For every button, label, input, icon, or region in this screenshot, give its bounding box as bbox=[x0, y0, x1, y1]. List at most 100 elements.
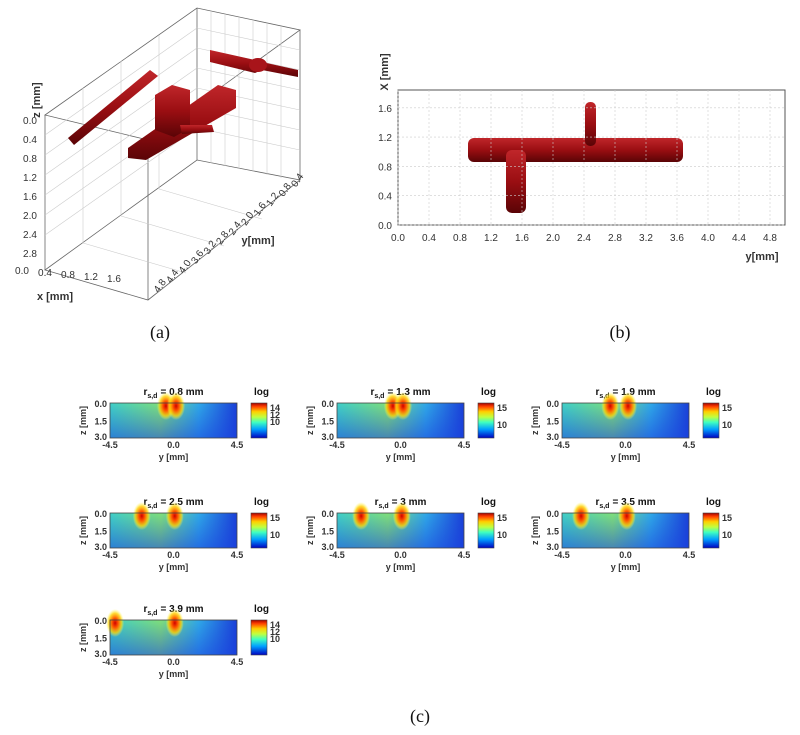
heatmap-title: rs,d = 3 mm bbox=[375, 497, 427, 510]
colorbar bbox=[250, 619, 268, 656]
vertical-axis-label: X [mm] bbox=[379, 53, 391, 91]
heatmap-panel: rs,d = 3.5 mm 0.0 1.5 3.0 z [mm] -4.5 0.0 4.5 y [… bbox=[530, 497, 732, 572]
y-axis-label: y[mm] bbox=[241, 235, 274, 247]
y-tick-label: 0.0 bbox=[167, 440, 180, 450]
z-tick-label: 0.8 bbox=[23, 154, 37, 165]
heatmap-frame bbox=[336, 512, 465, 549]
colorbar-tick-label: 14 bbox=[270, 403, 280, 413]
caption-c: (c) bbox=[410, 706, 430, 727]
heatmap-hotspot bbox=[619, 392, 638, 420]
title-symbol: r bbox=[143, 387, 147, 398]
z-tick-label: 3.0 bbox=[321, 432, 334, 442]
z-tick-label: 0.0 bbox=[23, 116, 37, 127]
z-axis-label: z [mm] bbox=[78, 623, 88, 652]
z-tick-label: 0.0 bbox=[94, 399, 107, 409]
heatmap-hotspot bbox=[165, 609, 184, 637]
z-tick-label: 2.4 bbox=[23, 230, 37, 241]
y-axis-label: y [mm] bbox=[386, 562, 416, 572]
heatmap-frame bbox=[561, 402, 690, 439]
title-symbol: r bbox=[143, 604, 147, 615]
heatmap-panel: rs,d = 2.5 mm 0.0 1.5 3.0 z [mm] -4.5 0.0 4.5 y [… bbox=[78, 497, 280, 572]
title-subscript: s,d bbox=[147, 393, 157, 400]
z-tick-label: 1.5 bbox=[546, 527, 559, 537]
heatmap-title: rs,d = 0.8 mm bbox=[143, 387, 203, 400]
y-tick-label: 0.0 bbox=[394, 550, 407, 560]
z-axis-label: z [mm] bbox=[305, 516, 315, 545]
horizontal-tick-label: 2.0 bbox=[546, 233, 560, 244]
heatmap-hotspot bbox=[352, 502, 371, 530]
z-tick-label: 1.5 bbox=[321, 527, 334, 537]
title-text: = 1.3 mm bbox=[387, 387, 430, 398]
x-tick-label: 0.8 bbox=[61, 270, 75, 281]
horizontal-tick-label: 3.2 bbox=[639, 233, 653, 244]
x-tick-label: 1.2 bbox=[84, 272, 98, 283]
heatmap-hotspot bbox=[392, 502, 411, 530]
title-symbol: r bbox=[370, 387, 374, 398]
heatmap-hotspot bbox=[167, 392, 186, 420]
z-tick-label: 0.0 bbox=[94, 616, 107, 626]
title-symbol: r bbox=[595, 387, 599, 398]
y-tick-label: 4.5 bbox=[231, 440, 244, 450]
title-text: = 3.5 mm bbox=[612, 497, 655, 508]
heatmap-hotspot bbox=[132, 502, 151, 530]
colorbar-tick-label: 15 bbox=[497, 513, 507, 523]
x-tick-label: 0.4 bbox=[38, 268, 52, 279]
colorbar-tick-label: 10 bbox=[497, 420, 507, 430]
y-tick-label: -4.5 bbox=[554, 440, 570, 450]
colorbar-tick-label: 10 bbox=[270, 530, 280, 540]
colorbar-tick-label: 10 bbox=[722, 420, 732, 430]
z-tick-label: 0.0 bbox=[321, 399, 334, 409]
heatmap-hotspot bbox=[165, 502, 184, 530]
y-axis-label: y [mm] bbox=[159, 669, 189, 679]
horizontal-axis-label: y[mm] bbox=[745, 251, 778, 263]
y-axis-label: y [mm] bbox=[159, 452, 189, 462]
z-tick-label: 3.0 bbox=[94, 542, 107, 552]
horizontal-tick-label: 4.8 bbox=[763, 233, 777, 244]
z-tick-label: 0.0 bbox=[546, 509, 559, 519]
y-tick-label: -4.5 bbox=[102, 657, 118, 667]
heatmap-title: rs,d = 1.3 mm bbox=[370, 387, 430, 400]
panel-b-plot bbox=[397, 89, 786, 226]
z-tick-label: 3.0 bbox=[321, 542, 334, 552]
colorbar-tick-label: 12 bbox=[270, 627, 280, 637]
z-tick-label: 1.5 bbox=[94, 417, 107, 427]
colorbar-label: log bbox=[254, 497, 269, 508]
colorbar bbox=[250, 512, 268, 549]
horizontal-tick-label: 0.4 bbox=[422, 233, 436, 244]
x-axis-label: x [mm] bbox=[37, 291, 73, 303]
y-tick-label: 4.5 bbox=[231, 657, 244, 667]
colorbar-tick-label: 15 bbox=[497, 403, 507, 413]
vertical-tick-label: 0.0 bbox=[378, 221, 392, 232]
z-tick-label: 1.6 bbox=[23, 192, 37, 203]
z-tick-label: 0.0 bbox=[94, 509, 107, 519]
z-tick-label: 0.0 bbox=[546, 399, 559, 409]
horizontal-tick-label: 3.6 bbox=[670, 233, 684, 244]
y-tick-label: 0.0 bbox=[619, 550, 632, 560]
z-tick-label: 1.2 bbox=[23, 173, 37, 184]
z-tick-label: 2.8 bbox=[23, 249, 37, 260]
x-tick-label: 1.6 bbox=[107, 274, 121, 285]
title-symbol: r bbox=[143, 497, 147, 508]
heatmap-panel: rs,d= 1.9 mm0.01.53.0z [mm]-4.50.04.5y [… bbox=[530, 387, 732, 462]
colorbar-tick-label: 15 bbox=[722, 403, 732, 413]
vertical-tick-label: 1.6 bbox=[378, 104, 392, 115]
z-axis-label: z [mm] bbox=[31, 82, 43, 118]
title-text: = 1.9 mm bbox=[612, 387, 655, 398]
colorbar bbox=[702, 512, 720, 549]
horizontal-tick-label: 4.0 bbox=[701, 233, 715, 244]
vertical-tick-label: 1.2 bbox=[378, 133, 392, 144]
title-text: = 3 mm bbox=[392, 497, 427, 508]
z-tick-label: 1.5 bbox=[546, 417, 559, 427]
caption-a: (a) bbox=[150, 322, 170, 343]
z-tick-label: 1.5 bbox=[321, 417, 334, 427]
y-tick-label: 4.5 bbox=[683, 550, 696, 560]
heatmap-frame bbox=[109, 512, 238, 549]
heatmap-panel: rs,d = 3 mm 0.0 1.5 3.0 z [mm] -4.5 0.0 4.5 y [mm… bbox=[305, 497, 507, 572]
heatmap-frame bbox=[109, 619, 238, 656]
heatmap-title: rs,d = 2.5 mm bbox=[143, 497, 203, 510]
y-tick-label: -4.5 bbox=[329, 550, 345, 560]
y-axis-label: y [mm] bbox=[611, 452, 641, 462]
y-tick-label: 0.0 bbox=[619, 440, 632, 450]
panel-a-box bbox=[44, 7, 301, 301]
z-tick-label: 1.5 bbox=[94, 527, 107, 537]
